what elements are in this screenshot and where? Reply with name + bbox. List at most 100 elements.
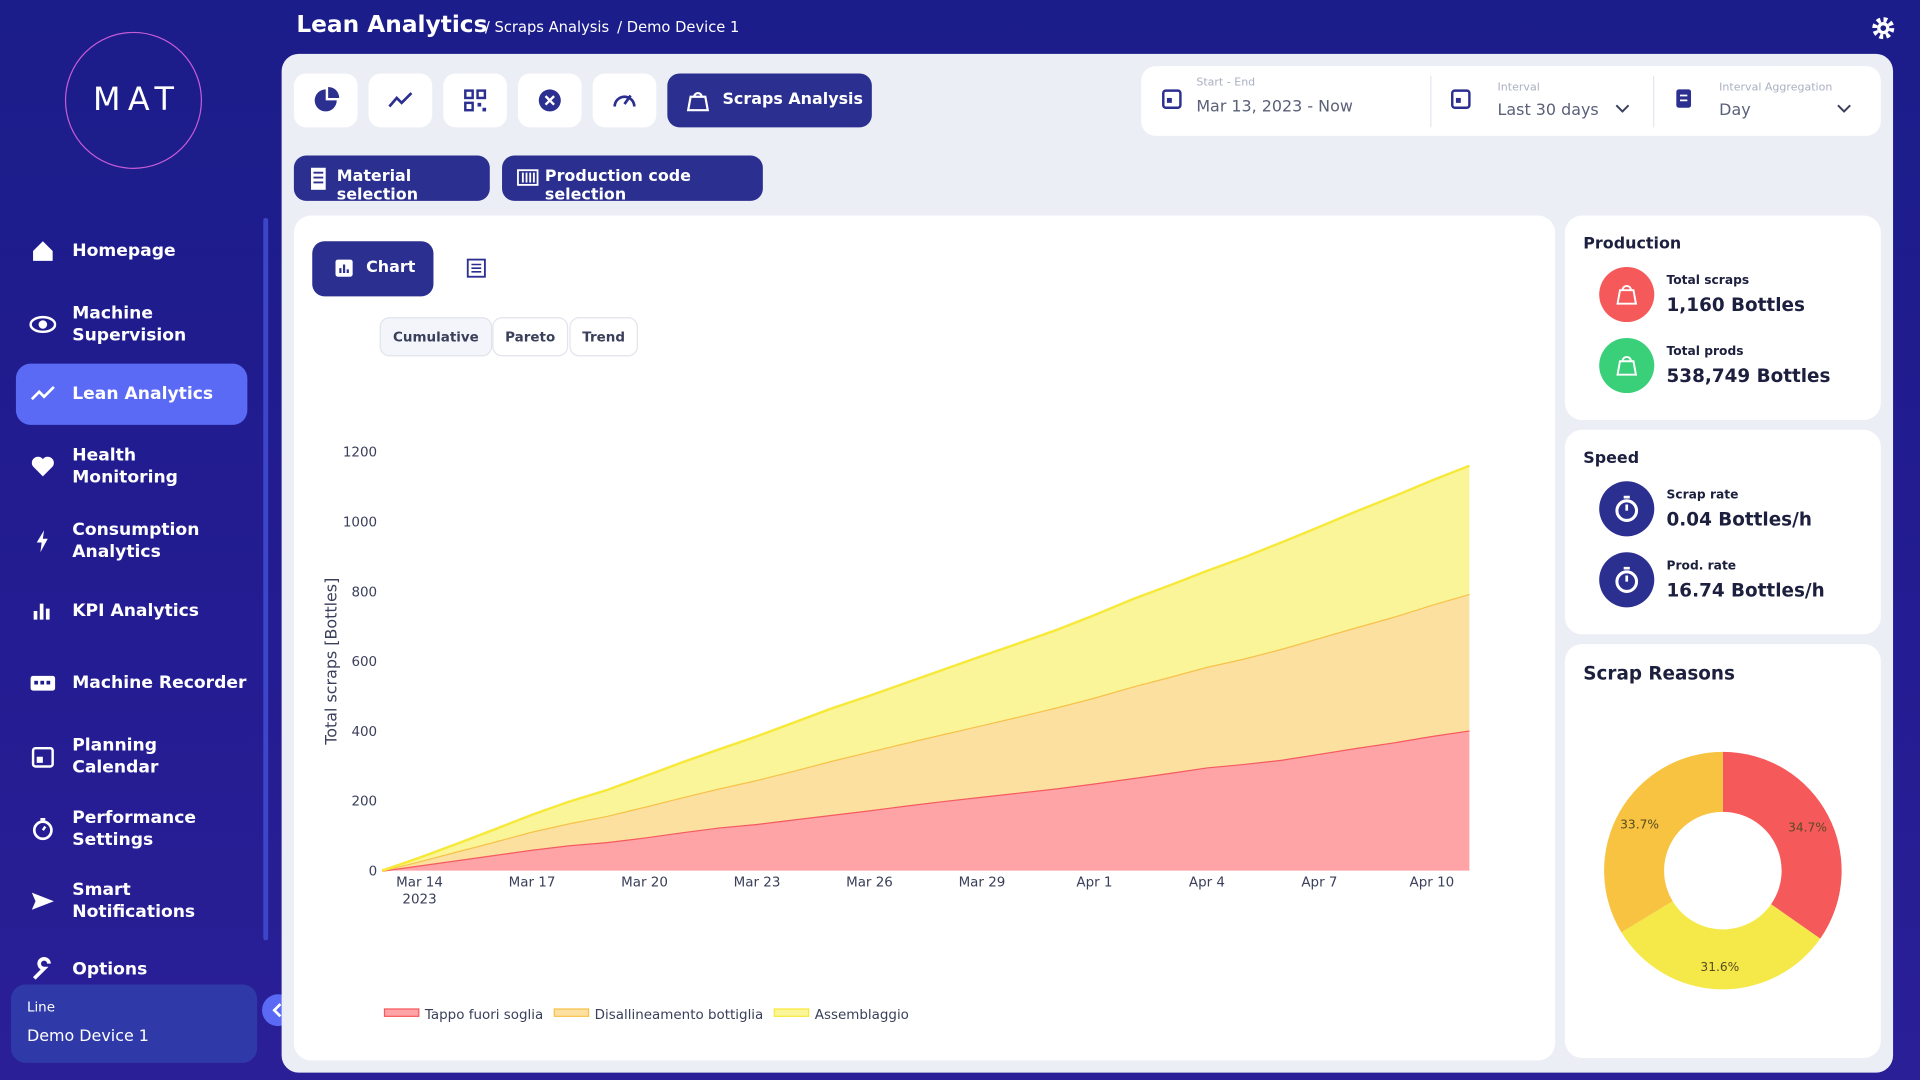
legend-swatch xyxy=(383,1008,420,1017)
menu-label: Health Monitoring xyxy=(72,445,178,488)
y-tick-label: 600 xyxy=(351,655,377,670)
menu-item[interactable]: Options xyxy=(16,939,247,1000)
menu-label: Machine Recorder xyxy=(72,673,247,694)
donut-slice[interactable] xyxy=(1604,751,1723,933)
menu-item[interactable]: Machine Recorder xyxy=(16,653,247,714)
tab-button[interactable] xyxy=(293,73,358,128)
legend-label[interactable]: Disallineamento bottiglia xyxy=(595,1008,764,1023)
menu-icon xyxy=(29,315,57,334)
donut-chart: 34.7% 31.6% 33.7% xyxy=(1604,751,1842,990)
menu-label: Consumption Analytics xyxy=(72,520,200,563)
stat-value: 16.74 Bottles/h xyxy=(1666,579,1825,602)
menu-item[interactable]: Performance Settings xyxy=(16,798,247,859)
line-selector[interactable]: Line Demo Device 1 xyxy=(11,984,258,1063)
filter-value[interactable]: Last 30 days xyxy=(1497,101,1599,121)
donut-slice[interactable] xyxy=(1621,901,1821,990)
stat-label: Scrap rate xyxy=(1666,488,1739,503)
menu-label: Homepage xyxy=(72,241,176,261)
mode-button[interactable]: Trend xyxy=(569,317,638,357)
x-tick-label: Mar 17 xyxy=(509,876,556,891)
menu-item[interactable]: Planning Calendar xyxy=(16,726,247,787)
slice-label: 34.7% xyxy=(1788,820,1827,834)
menu-icon xyxy=(30,675,56,691)
menu-label: Machine Supervision xyxy=(72,303,187,346)
tab-button[interactable] xyxy=(368,73,433,128)
menu-item[interactable]: Lean Analytics xyxy=(15,363,248,425)
mode-button[interactable]: Cumulative xyxy=(379,317,493,357)
tab-button[interactable] xyxy=(592,73,657,128)
bar-icon xyxy=(335,259,353,277)
menu-item[interactable]: Smart Notifications xyxy=(16,871,247,932)
x-tick-label: Mar 20 xyxy=(621,876,668,891)
logo: MAT xyxy=(64,31,203,169)
y-tick-label: 200 xyxy=(351,795,377,810)
legend-label[interactable]: Tappo fuori soglia xyxy=(424,1008,543,1023)
x-tick-label: Mar 29 xyxy=(959,876,1006,891)
menu-item[interactable]: Machine Supervision xyxy=(16,294,247,355)
menu-item[interactable]: Homepage xyxy=(16,220,247,281)
x-year-label: 2023 xyxy=(402,893,436,908)
legend-swatch xyxy=(773,1008,810,1017)
filter-value[interactable]: Day xyxy=(1719,101,1751,121)
menu-item[interactable]: Health Monitoring xyxy=(16,436,247,497)
menu-label: Options xyxy=(72,960,148,980)
x-tick-label: Mar 23 xyxy=(734,876,781,891)
filter-label: Interval Aggregation xyxy=(1719,82,1833,95)
tab-button[interactable] xyxy=(517,73,582,128)
tab-button-active[interactable]: Scraps Analysis xyxy=(667,73,872,128)
filters-bar: Start - End Mar 13, 2023 - Now Interval … xyxy=(1141,66,1881,136)
tab-button[interactable] xyxy=(443,73,507,128)
material-selection[interactable]: Material selection xyxy=(293,155,490,204)
menu-label: Smart Notifications xyxy=(72,880,196,923)
stat-value: 0.04 Bottles/h xyxy=(1666,508,1812,531)
dropdown-icon[interactable] xyxy=(1836,103,1853,115)
breadcrumb[interactable]: / Scraps Analysis xyxy=(484,18,610,36)
timer-icon xyxy=(1599,481,1655,537)
area xyxy=(382,730,1470,871)
bag-icon xyxy=(686,91,710,112)
settings-icon[interactable] xyxy=(1870,15,1897,42)
menu-icon xyxy=(31,456,54,477)
x-tick-label: Mar 14 xyxy=(396,876,443,891)
menu-icon xyxy=(32,817,53,841)
production-code-selection[interactable]: Production code selection xyxy=(502,155,763,204)
chart-view-button[interactable]: Chart xyxy=(312,241,434,297)
filter-label: Start - End xyxy=(1196,77,1256,90)
mode-button[interactable]: Pareto xyxy=(492,317,569,357)
stat-label: Total scraps xyxy=(1666,274,1750,288)
stat-label: Prod. rate xyxy=(1666,559,1737,574)
area-chart: 0 200 400 600 800 1000 1200 Total scraps [Bottl… xyxy=(322,446,1470,1023)
menu-icon xyxy=(32,956,51,980)
pie-icon xyxy=(314,86,340,112)
stat-value: 1,160 Bottles xyxy=(1666,293,1805,316)
x-tick-label: Apr 4 xyxy=(1189,876,1225,891)
legend-label[interactable]: Assemblaggio xyxy=(815,1008,909,1023)
menu-icon xyxy=(33,241,53,261)
chevron-icon xyxy=(272,1003,282,1018)
menu-icon xyxy=(30,385,55,401)
dropdown-icon[interactable] xyxy=(1614,103,1631,115)
menu-item[interactable]: KPI Analytics xyxy=(16,580,247,641)
x-tick-label: Apr 7 xyxy=(1301,876,1337,891)
menu-icon xyxy=(31,746,54,768)
trend-icon xyxy=(388,92,413,108)
filter-value[interactable]: Mar 13, 2023 - Now xyxy=(1196,97,1353,117)
speed-icon xyxy=(613,94,636,107)
donut-slice[interactable] xyxy=(1722,751,1842,939)
slice-label: 31.6% xyxy=(1700,960,1739,974)
calendar-icon xyxy=(1162,89,1182,109)
menu-icon xyxy=(36,530,48,553)
x-tick-label: Mar 26 xyxy=(846,876,893,891)
menu-label: Planning Calendar xyxy=(72,735,159,778)
y-tick-label: 1200 xyxy=(343,446,377,461)
filter-label: Interval xyxy=(1497,82,1540,95)
y-axis-title: Total scraps [Bottles] xyxy=(322,578,341,746)
barcode-icon xyxy=(517,169,539,186)
line-value: Demo Device 1 xyxy=(26,1027,149,1046)
menu-item[interactable]: Consumption Analytics xyxy=(16,511,247,572)
card-title: Speed xyxy=(1583,449,1640,468)
table-view-button[interactable] xyxy=(465,257,487,279)
breadcrumb[interactable]: / Demo Device 1 xyxy=(617,18,740,36)
